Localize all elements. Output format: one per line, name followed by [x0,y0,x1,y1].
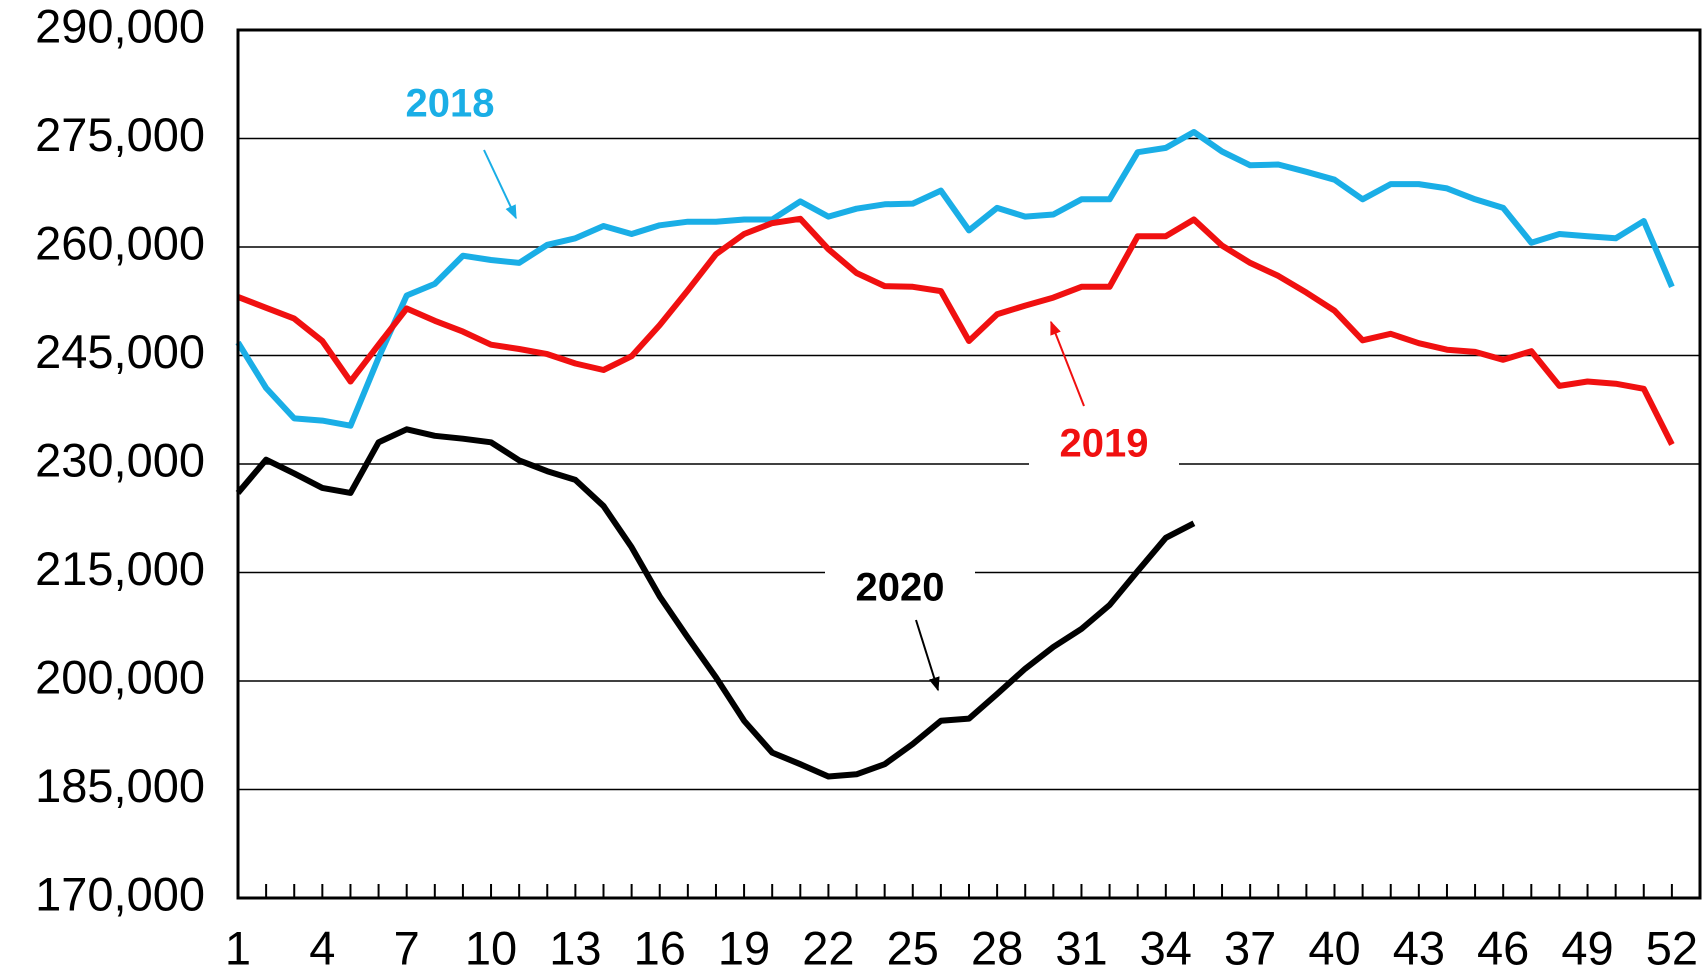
x-tick-label: 13 [549,921,601,974]
series-line [236,215,1675,446]
y-tick-label: 245,000 [35,325,205,378]
x-tick-label: 4 [309,921,335,974]
x-tick-label: 25 [887,921,939,974]
x-tick-label: 49 [1561,921,1613,974]
y-tick-label: 170,000 [35,867,205,920]
x-tick-label: 28 [971,921,1023,974]
label-arrow [483,149,517,220]
x-tick-label: 40 [1308,921,1360,974]
x-tick-label: 7 [394,921,420,974]
x-tick-label: 37 [1224,921,1276,974]
y-tick-label: 185,000 [35,759,205,812]
y-tick-label: 260,000 [35,216,205,269]
label-background [1029,416,1179,476]
x-tick-label: 52 [1646,921,1698,974]
x-tick-label: 34 [1140,921,1192,974]
label-arrow [1050,320,1085,407]
y-tick-label: 200,000 [35,650,205,703]
series-label: 2019 [1060,422,1149,466]
x-tick-label: 43 [1393,921,1445,974]
label-arrow [915,619,940,692]
x-tick-label: 31 [1055,921,1107,974]
y-tick-label: 215,000 [35,542,205,595]
axes: 170,000 185,000 200,000 215,000 230,000 245,0… [35,0,1698,974]
y-tick-label: 275,000 [35,108,205,161]
annotations: 2018 2019 2020 [375,76,1179,692]
y-tick-label: 230,000 [35,433,205,486]
series-label: 2020 [856,566,945,610]
series-line [235,426,1196,780]
x-tick-label: 1 [225,921,251,974]
x-tick-label: 22 [802,921,854,974]
x-tick-label: 46 [1477,921,1529,974]
label-background [375,76,525,136]
series-line [235,129,1675,429]
series-label: 2018 [406,82,495,126]
plot-lines [235,129,1675,780]
label-background [825,560,975,620]
x-tick-label: 10 [465,921,517,974]
grid [238,29,1700,899]
x-tick-label: 19 [718,921,770,974]
x-tick-label: 16 [634,921,686,974]
y-tick-label: 290,000 [35,0,205,52]
